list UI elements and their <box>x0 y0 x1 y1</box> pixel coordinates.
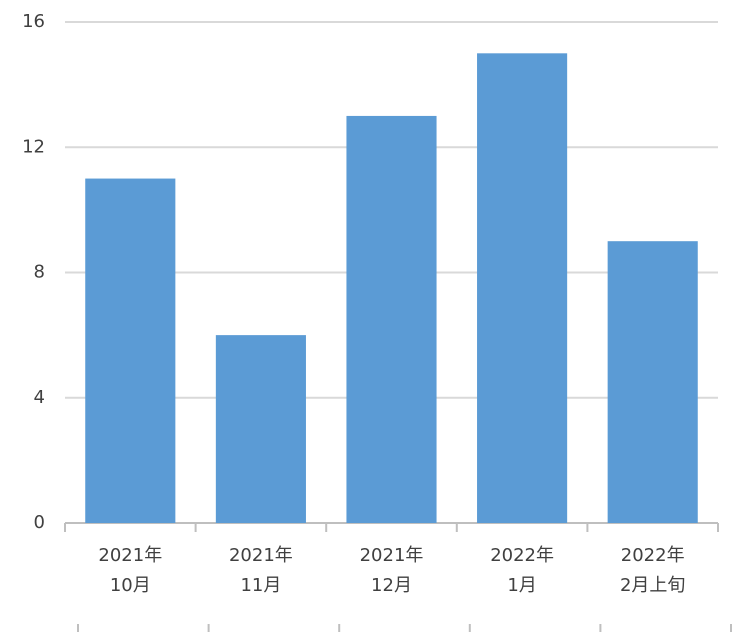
bar <box>607 241 698 523</box>
x-tick-label: 2022年 <box>621 545 685 566</box>
y-tick-label: 4 <box>34 387 45 408</box>
y-tick-label: 12 <box>22 136 45 157</box>
x-tick-label: 10月 <box>110 575 151 596</box>
x-tick-label: 2022年 <box>490 545 554 566</box>
x-tick-label: 11月 <box>240 575 281 596</box>
x-tick-label: 1月 <box>507 575 536 596</box>
x-tick-label: 2021年 <box>229 545 293 566</box>
y-tick-label: 0 <box>34 512 45 533</box>
x-tick-label: 2月上旬 <box>620 575 685 596</box>
bar <box>477 53 568 523</box>
x-tick-label: 2021年 <box>360 545 424 566</box>
bar <box>346 115 437 523</box>
y-tick-label: 16 <box>22 11 45 32</box>
bar <box>215 335 306 523</box>
bar <box>85 178 176 523</box>
x-tick-label: 12月 <box>371 575 412 596</box>
x-tick-label: 2021年 <box>98 545 162 566</box>
y-tick-label: 8 <box>34 262 45 283</box>
